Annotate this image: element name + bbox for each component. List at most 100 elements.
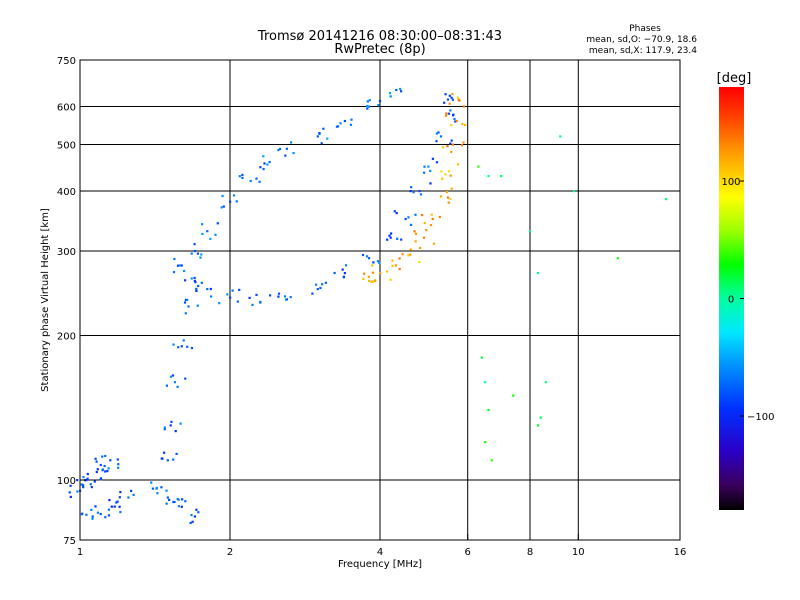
y-tick-label: 400 — [57, 187, 76, 198]
data-point — [446, 196, 450, 199]
data-point — [559, 135, 562, 138]
data-point — [193, 243, 196, 246]
x-tick-label: 8 — [527, 547, 533, 558]
data-point — [107, 508, 110, 511]
data-point — [85, 479, 88, 482]
data-point — [363, 272, 366, 275]
data-point — [432, 242, 436, 245]
y-tick-label: 200 — [57, 332, 76, 343]
data-point — [278, 147, 282, 151]
data-point — [195, 508, 198, 511]
data-point — [447, 170, 451, 173]
data-point — [451, 93, 454, 96]
data-point — [413, 230, 416, 233]
y-axis: 75 100 200 300 400 500 600 750 — [57, 56, 86, 547]
data-point — [99, 512, 102, 516]
data-point — [370, 280, 373, 283]
colorbar-ticks: 100 0 −100 — [721, 177, 774, 423]
data-point — [156, 492, 159, 495]
data-point — [427, 165, 430, 168]
data-point — [431, 217, 434, 221]
data-point — [290, 141, 293, 144]
data-point — [169, 424, 172, 427]
data-point — [151, 487, 154, 490]
data-point — [110, 505, 113, 508]
y-tick-label: 75 — [63, 536, 76, 547]
data-point — [173, 257, 176, 261]
data-point — [437, 131, 440, 134]
data-point — [395, 88, 398, 92]
data-point — [222, 205, 225, 208]
data-point — [163, 451, 166, 454]
data-point — [117, 463, 120, 466]
data-point — [171, 374, 175, 377]
data-point — [446, 145, 449, 148]
data-point — [173, 381, 176, 384]
data-point — [487, 175, 490, 178]
data-point — [451, 98, 454, 101]
data-point — [194, 281, 197, 284]
data-point — [94, 457, 97, 460]
data-point — [418, 261, 421, 264]
data-point — [118, 496, 121, 499]
data-point — [449, 142, 452, 145]
data-point — [269, 294, 272, 297]
data-point — [184, 279, 187, 282]
data-point — [115, 501, 118, 504]
data-point — [214, 233, 217, 236]
data-point — [117, 466, 120, 469]
data-point — [277, 295, 280, 298]
data-point — [82, 486, 85, 489]
data-point — [249, 179, 252, 183]
data-point — [362, 277, 365, 280]
data-point — [190, 252, 193, 255]
data-point — [414, 213, 417, 216]
data-points — [68, 87, 668, 525]
data-point — [93, 480, 96, 483]
data-point — [398, 268, 401, 271]
data-point — [80, 483, 83, 486]
data-point — [439, 135, 443, 138]
y-tick-label: 500 — [57, 141, 76, 152]
data-point — [284, 154, 287, 157]
data-point — [241, 176, 244, 179]
x-tick-label: 2 — [227, 547, 233, 558]
data-point — [349, 123, 352, 126]
data-point — [367, 279, 371, 282]
data-point — [184, 377, 187, 380]
data-point — [277, 149, 280, 152]
data-point — [91, 515, 94, 518]
data-point — [400, 238, 403, 241]
data-point — [193, 279, 196, 282]
data-point — [69, 495, 72, 498]
data-point — [343, 272, 346, 275]
data-point — [422, 236, 426, 239]
data-point — [444, 93, 447, 96]
data-point — [104, 516, 107, 519]
y-tick-label: 100 — [57, 476, 76, 487]
data-point — [107, 467, 110, 470]
data-point — [186, 345, 189, 348]
data-point — [429, 224, 433, 227]
data-point — [190, 277, 193, 280]
data-point — [175, 452, 178, 455]
colorbar-tick-label: 100 — [721, 177, 740, 188]
data-point — [445, 191, 448, 194]
data-point — [461, 123, 464, 126]
data-point — [196, 252, 199, 255]
data-point — [419, 193, 423, 196]
data-point — [172, 271, 176, 274]
data-point — [441, 146, 445, 149]
data-point — [319, 286, 322, 290]
data-point — [155, 486, 158, 490]
x-tick-label: 10 — [572, 547, 585, 558]
data-point — [235, 200, 238, 203]
data-point — [423, 171, 426, 174]
data-point — [367, 275, 370, 278]
data-point — [374, 279, 377, 282]
data-point — [95, 470, 98, 474]
x-axis: 1 2 4 6 8 10 16 — [77, 534, 686, 558]
data-point — [445, 114, 448, 117]
y-axis-label: Stationary phase Virtual Height [km] — [40, 208, 51, 392]
